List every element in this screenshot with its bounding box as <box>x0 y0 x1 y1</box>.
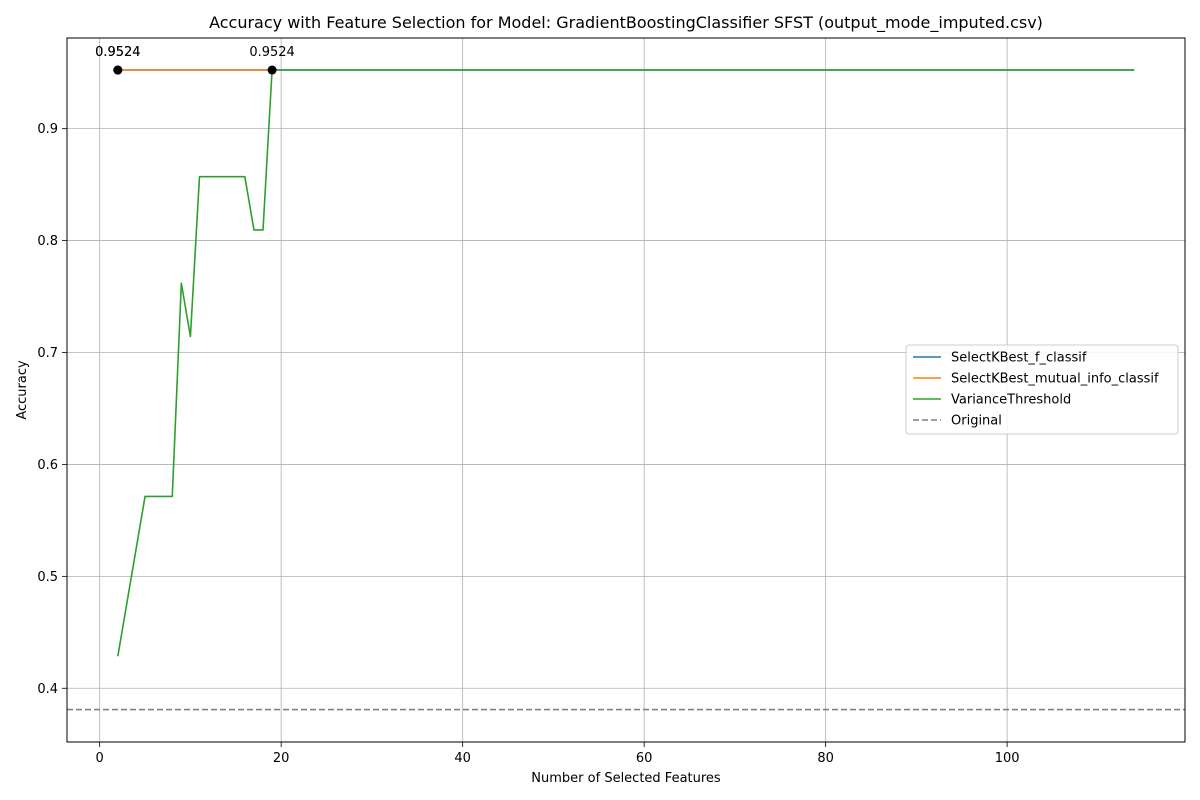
axis-ticks: 0 20 40 60 80 100 0.4 0.5 0.6 0.7 0.8 0.9 <box>37 122 1019 766</box>
y-tick-label: 0.5 <box>37 570 58 585</box>
max-accuracy-label: 0.9524 <box>95 45 141 60</box>
x-tick-label: 0 <box>96 751 104 766</box>
x-axis-label: Number of Selected Features <box>531 771 721 786</box>
y-axis-label: Accuracy <box>15 360 30 420</box>
legend: SelectKBest_f_classif SelectKBest_mutual_… <box>905 344 1179 435</box>
series-line-2 <box>117 69 1135 657</box>
y-tick-label: 0.7 <box>37 346 58 361</box>
y-tick-label: 0.4 <box>37 682 58 697</box>
x-tick-label: 40 <box>454 751 471 766</box>
y-tick-label: 0.8 <box>37 234 58 249</box>
y-tick-label: 0.9 <box>37 122 58 137</box>
legend-label: SelectKBest_f_classif <box>951 351 1087 366</box>
x-tick-label: 100 <box>995 751 1020 766</box>
x-tick-label: 20 <box>273 751 290 766</box>
plot-frame <box>66 37 1186 743</box>
x-tick-label: 80 <box>817 751 834 766</box>
y-tick-label: 0.6 <box>37 458 58 473</box>
x-tick-label: 60 <box>636 751 653 766</box>
max-accuracy-marker <box>113 65 123 75</box>
legend-label: Original <box>951 414 1002 429</box>
legend-box <box>905 344 1179 435</box>
chart-title: Accuracy with Feature Selection for Mode… <box>209 13 1043 33</box>
max-accuracy-label: 0.9524 <box>249 45 295 60</box>
series-lines <box>67 69 1185 711</box>
legend-label: VarianceThreshold <box>951 393 1071 408</box>
max-accuracy-marker <box>267 65 277 75</box>
max-accuracy-label: 0.9524 <box>95 45 141 60</box>
legend-label: SelectKBest_mutual_info_classif <box>951 372 1159 387</box>
